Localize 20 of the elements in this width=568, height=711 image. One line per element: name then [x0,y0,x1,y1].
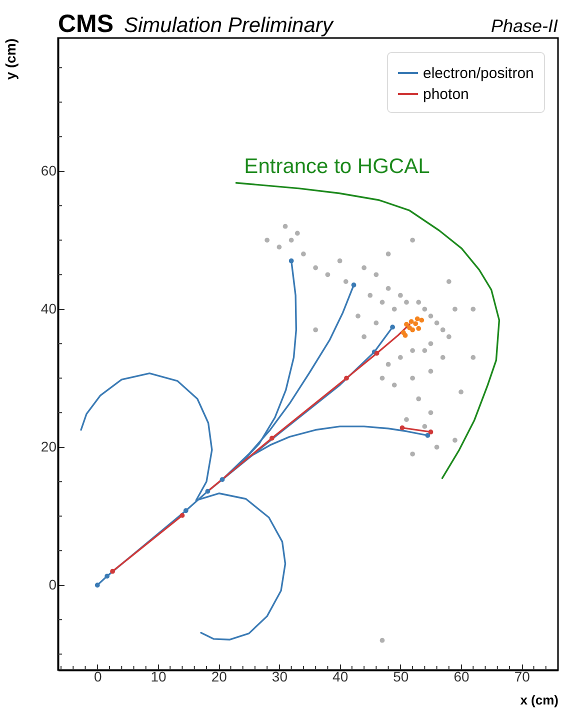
x-tick-label: 10 [150,668,166,684]
chart-title: CMS [58,10,114,38]
y-tick-label: 60 [40,162,57,179]
x-axis-title: x (cm) [520,692,558,708]
y-tick-label: 20 [40,438,57,455]
legend-label: electron/positron [423,65,534,82]
x-tick-label: 50 [393,668,409,684]
x-tick-label: 30 [272,668,288,684]
x-tick-label: 70 [514,668,530,684]
legend-label: photon [423,86,469,103]
y-tick-label: 0 [48,576,57,593]
chart-subtitle: Simulation Preliminary [124,14,334,37]
x-tick-label: 0 [94,668,102,684]
x-tick-label: 40 [332,668,348,684]
x-tick-label: 60 [454,668,470,684]
text: Phase-II [490,16,558,36]
series-label: Entrance to HGCAL [244,154,430,178]
x-tick-label: 20 [211,668,228,684]
y-axis-title: y (cm) [2,38,18,80]
y-tick-label: 40 [40,300,57,317]
